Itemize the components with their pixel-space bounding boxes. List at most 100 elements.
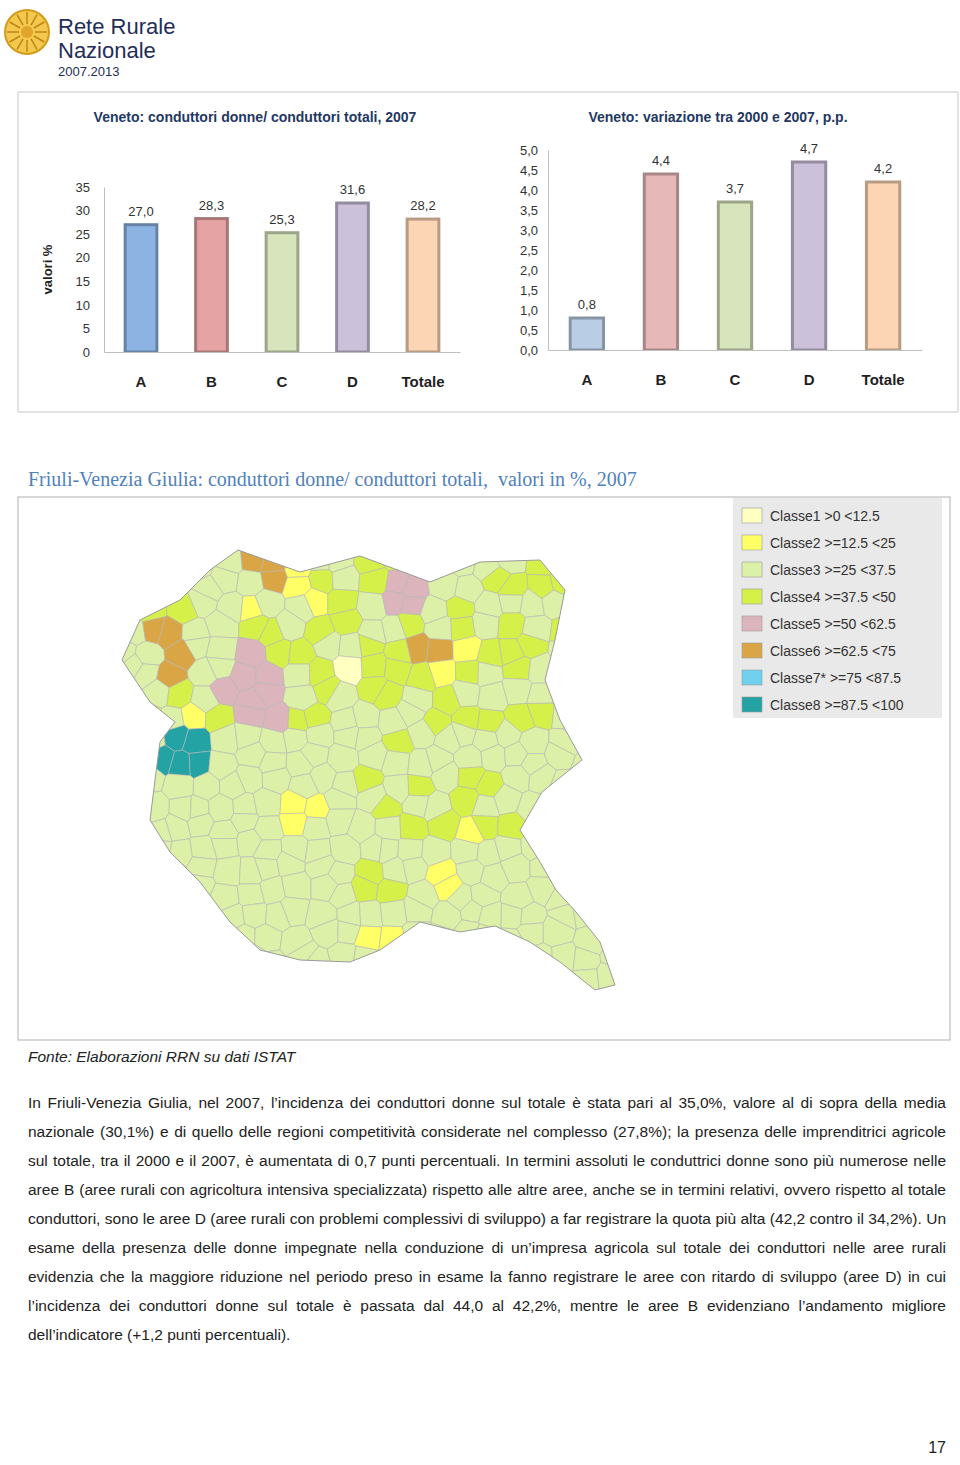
municipality — [566, 588, 595, 618]
chart: 05101520253035ABCDTotale27,028,325,331,6… — [40, 109, 461, 390]
municipality — [117, 880, 141, 905]
bar — [866, 182, 899, 350]
municipality — [116, 837, 145, 864]
municipality — [600, 749, 622, 776]
logo-ray — [17, 39, 23, 49]
y-tick: 15 — [76, 274, 104, 289]
y-tick: 1,0 — [520, 303, 548, 318]
municipality — [623, 921, 650, 948]
y-tick: 30 — [76, 203, 104, 218]
municipality — [228, 963, 259, 1000]
municipality — [479, 530, 505, 553]
municipality — [196, 899, 221, 930]
legend-label: Classe5 >=50 <62.5 — [770, 616, 896, 632]
y-axis: 05101520253035 — [76, 180, 105, 360]
municipality — [137, 549, 165, 579]
municipality — [620, 749, 650, 780]
municipality — [236, 764, 262, 793]
municipality — [624, 800, 650, 833]
municipality — [381, 540, 408, 571]
municipality — [472, 612, 499, 640]
legend-label: Classe6 >=62.5 <75 — [770, 643, 896, 659]
municipality — [195, 969, 233, 1000]
municipality — [100, 861, 117, 885]
municipality — [100, 834, 118, 862]
x-axis: ABCDTotale — [105, 352, 461, 390]
municipality — [360, 834, 382, 862]
municipality — [280, 789, 307, 813]
municipality — [136, 961, 164, 1000]
municipality — [253, 840, 282, 860]
municipality — [594, 813, 627, 838]
data-label: 4,7 — [800, 141, 818, 156]
municipality — [542, 970, 575, 1000]
municipality — [100, 589, 116, 617]
legend-label: Classe2 >=12.5 <25 — [770, 535, 896, 551]
bars — [570, 162, 900, 350]
municipality — [213, 856, 241, 886]
municipality — [471, 970, 498, 1000]
municipality — [617, 964, 650, 1000]
municipality — [526, 530, 551, 554]
municipality — [114, 860, 136, 885]
municipality — [552, 942, 576, 975]
municipality — [481, 946, 502, 974]
municipality — [548, 791, 578, 814]
municipality — [518, 967, 544, 1000]
municipality — [452, 680, 480, 707]
y-tick-label: 2,0 — [520, 263, 538, 278]
municipality — [598, 616, 625, 642]
x-tick: Totale — [401, 352, 444, 390]
municipality — [100, 747, 121, 769]
municipality — [359, 900, 382, 927]
municipality — [595, 834, 623, 860]
data-label: 31,6 — [340, 182, 365, 197]
municipality — [100, 786, 120, 811]
y-tick-label: 5 — [83, 321, 90, 336]
municipality — [596, 922, 624, 944]
logo-ray — [34, 22, 44, 28]
municipality — [521, 902, 547, 925]
x-tick-label: D — [347, 373, 358, 390]
municipality — [552, 676, 579, 700]
municipality — [596, 566, 622, 590]
municipality — [100, 879, 121, 900]
municipality — [599, 530, 623, 549]
municipality — [500, 853, 530, 883]
chart-title: Veneto: variazione tra 2000 e 2007, p.p. — [588, 109, 847, 125]
legend-label: Classe3 >=25 <37.5 — [770, 562, 896, 578]
municipality — [100, 654, 124, 682]
municipality — [168, 750, 190, 776]
municipality — [100, 947, 120, 976]
y-tick: 0,0 — [520, 343, 548, 358]
municipality — [627, 944, 650, 981]
municipality — [100, 963, 112, 1000]
y-tick: 0 — [83, 345, 104, 360]
municipality — [616, 770, 650, 793]
title-line: Veneto: conduttori donne/ conduttori tot… — [94, 109, 417, 125]
municipality — [380, 900, 407, 927]
municipality — [399, 964, 426, 1000]
municipality — [570, 832, 600, 858]
x-tick: A — [581, 350, 592, 388]
legend-label: Classe1 >0 <12.5 — [770, 508, 880, 524]
municipality — [281, 964, 311, 1000]
y-tick-label: 35 — [76, 180, 90, 195]
x-axis-line — [549, 350, 923, 351]
municipality — [351, 875, 378, 902]
region-outline — [122, 550, 615, 990]
municipality — [100, 896, 123, 920]
x-tick: C — [730, 350, 741, 388]
municipality — [301, 946, 330, 980]
municipality — [621, 860, 650, 890]
logo-emblem — [5, 10, 49, 54]
municipality — [570, 878, 601, 903]
municipality — [493, 971, 520, 1000]
municipality — [453, 744, 482, 768]
municipality — [117, 903, 144, 928]
municipality — [428, 660, 456, 688]
municipality — [361, 652, 386, 677]
x-tick-label: B — [656, 371, 667, 388]
legend-swatch — [742, 508, 762, 523]
x-tick: D — [347, 352, 358, 390]
